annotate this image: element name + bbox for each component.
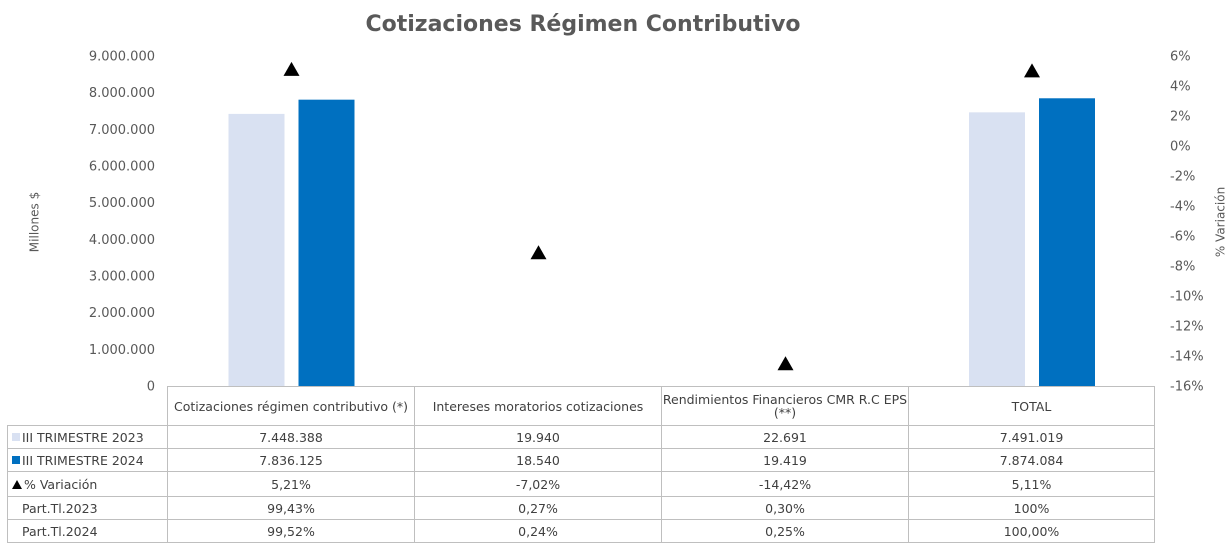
y-tick-label: 8.000.000 bbox=[89, 86, 155, 101]
y-tick-label: 6.000.000 bbox=[89, 160, 155, 175]
x-tick-label: Rendimientos Financieros CMR R.C EPS (**… bbox=[661, 386, 909, 426]
data-label: 100,00% bbox=[908, 519, 1155, 543]
cell-text: -7,02% bbox=[515, 476, 561, 492]
legend-symbol bbox=[12, 433, 20, 441]
legend-entry: III TRIMESTRE 2023 bbox=[7, 425, 168, 449]
cell-text: 0,24% bbox=[518, 523, 558, 539]
y-tick-label: 0 bbox=[147, 380, 155, 395]
bar bbox=[1039, 98, 1095, 388]
data-label: 100% bbox=[908, 496, 1155, 520]
marker bbox=[1024, 63, 1040, 78]
data-label: 7.491.019 bbox=[908, 425, 1155, 449]
data-label: 7.448.388 bbox=[167, 425, 415, 449]
cell-text: 7.448.388 bbox=[259, 429, 323, 445]
y-tick-label: 2.000.000 bbox=[89, 306, 155, 321]
legend-entry: Part.Tl.2024 bbox=[7, 519, 168, 543]
cell-text: -14,42% bbox=[758, 476, 812, 492]
cell-text: 0,27% bbox=[518, 500, 558, 516]
y2-tick-label: 2% bbox=[1170, 110, 1191, 125]
y-tick-label: 5.000.000 bbox=[89, 196, 155, 211]
cell-text: 22.691 bbox=[763, 429, 807, 445]
y2-tick-label: -14% bbox=[1170, 350, 1204, 365]
y2-axis-label: % Variación bbox=[1214, 187, 1228, 257]
bar bbox=[228, 113, 285, 387]
y-tick-label: 7.000.000 bbox=[89, 123, 155, 138]
y-axis-label: Millones $ bbox=[28, 192, 42, 252]
y2-tick-label: -12% bbox=[1170, 320, 1204, 335]
legend-text: % Variación bbox=[24, 476, 98, 492]
legend-symbol bbox=[12, 456, 20, 464]
data-label: 5,11% bbox=[908, 471, 1155, 497]
y2-tick-label: 0% bbox=[1170, 140, 1191, 155]
chart-title: Cotizaciones Régimen Contributivo bbox=[365, 12, 800, 37]
data-label: 0,27% bbox=[414, 496, 662, 520]
cell-text: 19.940 bbox=[516, 429, 560, 445]
legend-text: Part.Tl.2024 bbox=[22, 523, 98, 539]
cell-text: TOTAL bbox=[1011, 398, 1052, 414]
cell-text: 0,30% bbox=[765, 500, 805, 516]
legend-symbol bbox=[12, 479, 22, 489]
data-label: 7.874.084 bbox=[908, 448, 1155, 472]
data-label: 0,25% bbox=[661, 519, 909, 543]
cell-text: 100% bbox=[1013, 500, 1050, 516]
data-label: -7,02% bbox=[414, 471, 662, 497]
data-label: 22.691 bbox=[661, 425, 909, 449]
data-label: 19.419 bbox=[661, 448, 909, 472]
data-label: 5,21% bbox=[167, 471, 415, 497]
legend-entry: % Variación bbox=[7, 471, 168, 497]
y-tick-label: 4.000.000 bbox=[89, 233, 155, 248]
legend-text: III TRIMESTRE 2024 bbox=[22, 452, 144, 468]
cell-text: 100,00% bbox=[1003, 523, 1060, 539]
y-tick-label: 3.000.000 bbox=[89, 270, 155, 285]
cell-text: 18.540 bbox=[516, 452, 560, 468]
cell-text: 7.491.019 bbox=[999, 429, 1064, 445]
legend-entry: III TRIMESTRE 2024 bbox=[7, 448, 168, 472]
data-label: 0,24% bbox=[414, 519, 662, 543]
data-label: 18.540 bbox=[414, 448, 662, 472]
marker bbox=[777, 356, 794, 371]
y2-tick-label: -16% bbox=[1170, 380, 1204, 395]
cell-text: 99,52% bbox=[267, 523, 315, 539]
legend-text: III TRIMESTRE 2023 bbox=[22, 429, 144, 445]
legend-entry: Part.Tl.2023 bbox=[7, 496, 168, 520]
bar bbox=[298, 99, 355, 387]
cell-text: 7.836.125 bbox=[259, 452, 323, 468]
cell-text: 19.419 bbox=[763, 452, 807, 468]
cell-text: 5,21% bbox=[271, 476, 311, 492]
y2-tick-label: -2% bbox=[1170, 170, 1195, 185]
cell-text: Rendimientos Financieros CMR R.C EPS (**… bbox=[662, 392, 908, 420]
x-tick-label: Cotizaciones régimen contributivo (*) bbox=[167, 386, 415, 426]
y2-tick-label: -6% bbox=[1170, 230, 1195, 245]
data-label: 19.940 bbox=[414, 425, 662, 449]
x-tick-label: Intereses moratorios cotizaciones bbox=[414, 386, 662, 426]
cell-text: Intereses moratorios cotizaciones bbox=[432, 398, 644, 414]
cell-text: 5,11% bbox=[1011, 476, 1052, 492]
x-tick-label: TOTAL bbox=[908, 386, 1155, 426]
legend-text: Part.Tl.2023 bbox=[22, 500, 98, 516]
y2-tick-label: -8% bbox=[1170, 260, 1195, 275]
data-label: 99,43% bbox=[167, 496, 415, 520]
data-label: -14,42% bbox=[661, 471, 909, 497]
cell-text: 0,25% bbox=[765, 523, 805, 539]
cell-text: 99,43% bbox=[267, 500, 315, 516]
bar bbox=[969, 112, 1025, 388]
y-tick-label: 1.000.000 bbox=[89, 343, 155, 358]
data-label: 7.836.125 bbox=[167, 448, 415, 472]
y2-tick-label: -10% bbox=[1170, 290, 1204, 305]
y2-tick-label: 6% bbox=[1170, 50, 1191, 65]
y2-tick-label: -4% bbox=[1170, 200, 1195, 215]
y2-tick-label: 4% bbox=[1170, 80, 1191, 95]
cell-text: 7.874.084 bbox=[999, 452, 1064, 468]
cell-text: Cotizaciones régimen contributivo (*) bbox=[174, 398, 408, 414]
data-label: 99,52% bbox=[167, 519, 415, 543]
marker bbox=[283, 61, 300, 76]
y-tick-label: 9.000.000 bbox=[89, 50, 155, 65]
data-label: 0,30% bbox=[661, 496, 909, 520]
marker bbox=[530, 245, 547, 260]
